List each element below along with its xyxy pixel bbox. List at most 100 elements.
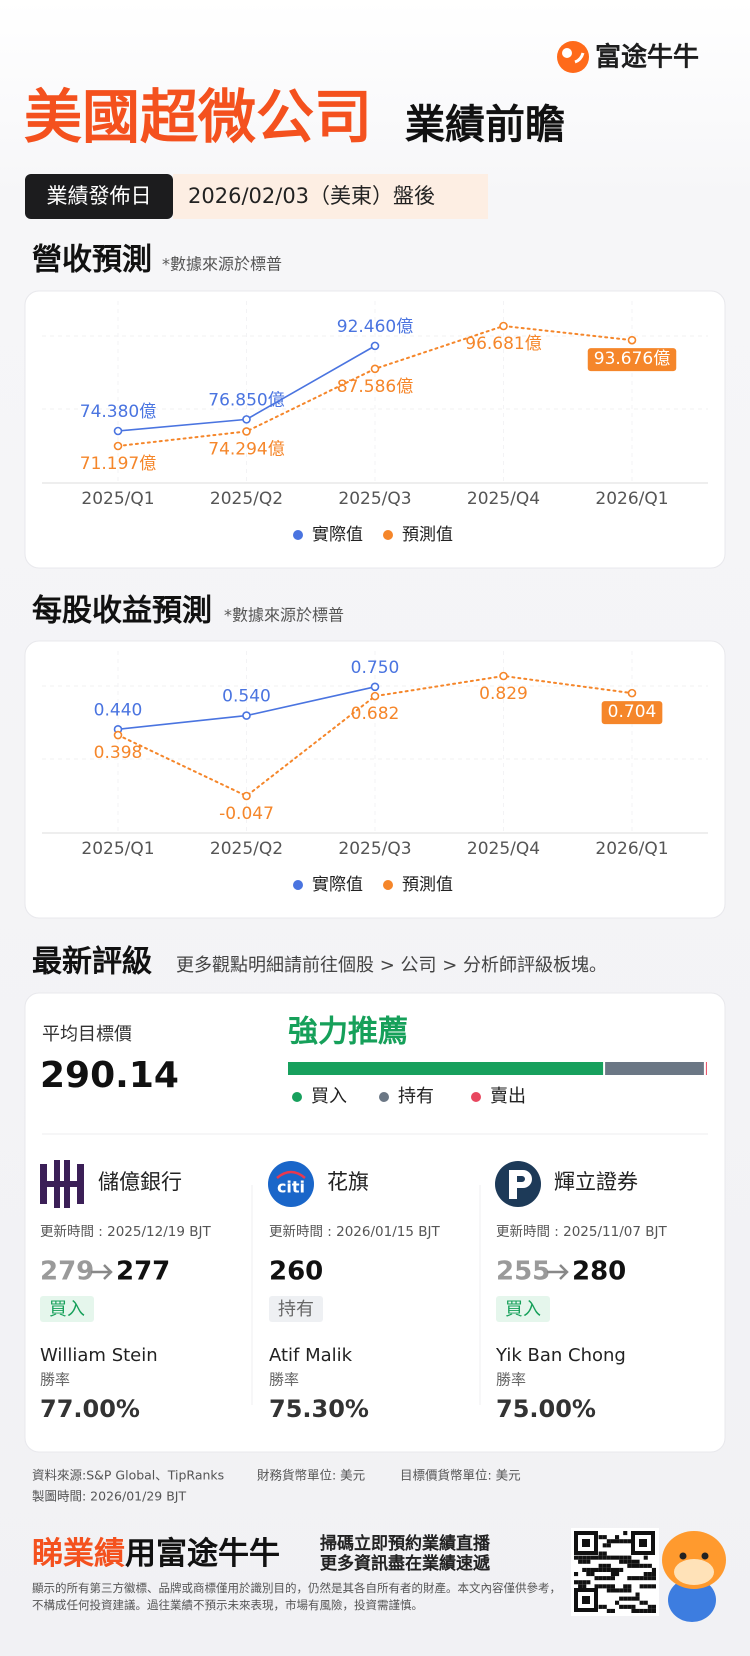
qr-cell bbox=[582, 1584, 587, 1589]
legend-dot bbox=[293, 880, 303, 890]
analyst-name: William Stein bbox=[40, 1345, 158, 1366]
qr-cell bbox=[598, 1604, 603, 1609]
qr-cell bbox=[606, 1543, 611, 1548]
data-label-box bbox=[601, 701, 663, 725]
promo-rest: 用富途牛牛 bbox=[125, 1536, 280, 1572]
x-tick-label: 2025/Q2 bbox=[210, 489, 283, 509]
qr-cell bbox=[635, 1592, 640, 1597]
qr-cell bbox=[610, 1572, 615, 1577]
data-label: 87.586億 bbox=[337, 377, 413, 397]
x-tick-label: 2026/Q1 bbox=[595, 489, 668, 509]
qr-cell bbox=[627, 1563, 632, 1568]
qr-cell bbox=[643, 1572, 648, 1577]
qr-cell bbox=[574, 1572, 579, 1577]
firm-logo bbox=[268, 1161, 314, 1207]
update-time: 更新時間 : 2026/01/15 BJT bbox=[269, 1224, 440, 1240]
qr-cell bbox=[594, 1555, 599, 1560]
qr-cell bbox=[598, 1551, 603, 1556]
data-point bbox=[242, 427, 251, 436]
qr-cell bbox=[635, 1559, 640, 1564]
data-point bbox=[370, 682, 380, 692]
qr-cell bbox=[619, 1555, 624, 1560]
qr-cell bbox=[610, 1539, 615, 1544]
qr-cell bbox=[615, 1600, 620, 1605]
win-rate-label: 勝率 bbox=[40, 1371, 70, 1389]
firm-name: 儲億銀行 bbox=[98, 1170, 182, 1194]
legend-dot bbox=[293, 530, 303, 540]
brand-logo bbox=[557, 41, 589, 73]
legend-dot bbox=[292, 1092, 302, 1102]
data-label: 76.850億 bbox=[208, 390, 284, 410]
old-target: 255 bbox=[496, 1257, 550, 1287]
qr-cell bbox=[643, 1576, 648, 1581]
qr-cell bbox=[627, 1584, 632, 1589]
scan-line: 掃碼立即預約業績直播 bbox=[320, 1533, 491, 1554]
qr-cell bbox=[643, 1584, 648, 1589]
qr-cell bbox=[578, 1580, 583, 1585]
qr-cell bbox=[594, 1567, 599, 1572]
qr-cell bbox=[635, 1576, 640, 1581]
legend-label: 持有 bbox=[398, 1086, 434, 1107]
win-rate: 75.30% bbox=[269, 1395, 369, 1423]
qr-cell bbox=[610, 1576, 615, 1581]
data-point bbox=[627, 335, 637, 345]
rating-label: 買入 bbox=[49, 1299, 85, 1320]
data-label: -0.047 bbox=[219, 804, 274, 824]
qr-cell bbox=[639, 1563, 644, 1568]
qr-cell bbox=[610, 1588, 615, 1593]
disclaimer-box: 顯示的所有第三方徽標、品牌或商標僅用於識別目的，仍然是其各自所有者的財產。本文內… bbox=[32, 1581, 561, 1612]
rating-badge bbox=[269, 1296, 323, 1322]
qr-cell bbox=[610, 1584, 615, 1589]
qr-cell bbox=[602, 1551, 607, 1556]
qr-cell bbox=[627, 1588, 632, 1593]
qr-cell bbox=[594, 1584, 599, 1589]
data-label-box bbox=[587, 348, 677, 372]
qr-cell bbox=[627, 1555, 632, 1560]
target-currency: 目標價貨幣單位: 美元 bbox=[400, 1468, 521, 1483]
qr-cell bbox=[647, 1572, 652, 1577]
qr-cell bbox=[602, 1555, 607, 1560]
x-tick-label: 2025/Q1 bbox=[81, 839, 154, 859]
qr-cell bbox=[602, 1543, 607, 1548]
qr-cell bbox=[619, 1567, 624, 1572]
x-tick-label: 2025/Q3 bbox=[338, 489, 411, 509]
promo: 睇業績用富途牛牛 bbox=[32, 1536, 280, 1572]
qr-cell bbox=[627, 1604, 632, 1609]
chart-subtitle: *數據來源於標普 bbox=[224, 606, 344, 625]
qr-cell bbox=[574, 1555, 579, 1560]
qr-cell bbox=[582, 1559, 587, 1564]
qr-cell bbox=[606, 1539, 611, 1544]
qr-cell bbox=[651, 1572, 656, 1577]
qr-cell bbox=[610, 1555, 615, 1560]
legend-label: 賣出 bbox=[490, 1086, 526, 1107]
qr-cell bbox=[586, 1572, 591, 1577]
qr-cell bbox=[631, 1608, 636, 1613]
qr-cell bbox=[606, 1567, 611, 1572]
data-label: 0.704 bbox=[608, 702, 657, 722]
chart-title: 每股收益預測 bbox=[32, 594, 212, 629]
qr-cell bbox=[627, 1596, 632, 1601]
qr-cell bbox=[631, 1596, 636, 1601]
section-title: 最新評級 bbox=[32, 945, 152, 980]
legend-dot bbox=[383, 880, 393, 890]
qr-cell bbox=[639, 1584, 644, 1589]
qr-cell bbox=[586, 1567, 591, 1572]
x-tick-label: 2025/Q2 bbox=[210, 839, 283, 859]
mascot-body bbox=[668, 1578, 716, 1622]
data-label: 0.750 bbox=[351, 658, 400, 678]
avg-target-label: 平均目標價 bbox=[42, 1024, 132, 1045]
qr-cell bbox=[647, 1608, 652, 1613]
qr-finder bbox=[639, 1539, 647, 1547]
qr-cell bbox=[643, 1563, 648, 1568]
data-label: 0.440 bbox=[94, 700, 143, 720]
old-target: 279 bbox=[40, 1257, 94, 1287]
firm-logo bbox=[40, 1181, 84, 1187]
qr-cell bbox=[610, 1567, 615, 1572]
qr-cell bbox=[615, 1572, 620, 1577]
data-point bbox=[113, 441, 123, 451]
data-label: 0.398 bbox=[94, 743, 143, 763]
legend-label: 預測值 bbox=[402, 525, 453, 545]
qr-pattern bbox=[574, 1531, 656, 1613]
qr-cell bbox=[582, 1580, 587, 1585]
qr-cell bbox=[606, 1576, 611, 1581]
